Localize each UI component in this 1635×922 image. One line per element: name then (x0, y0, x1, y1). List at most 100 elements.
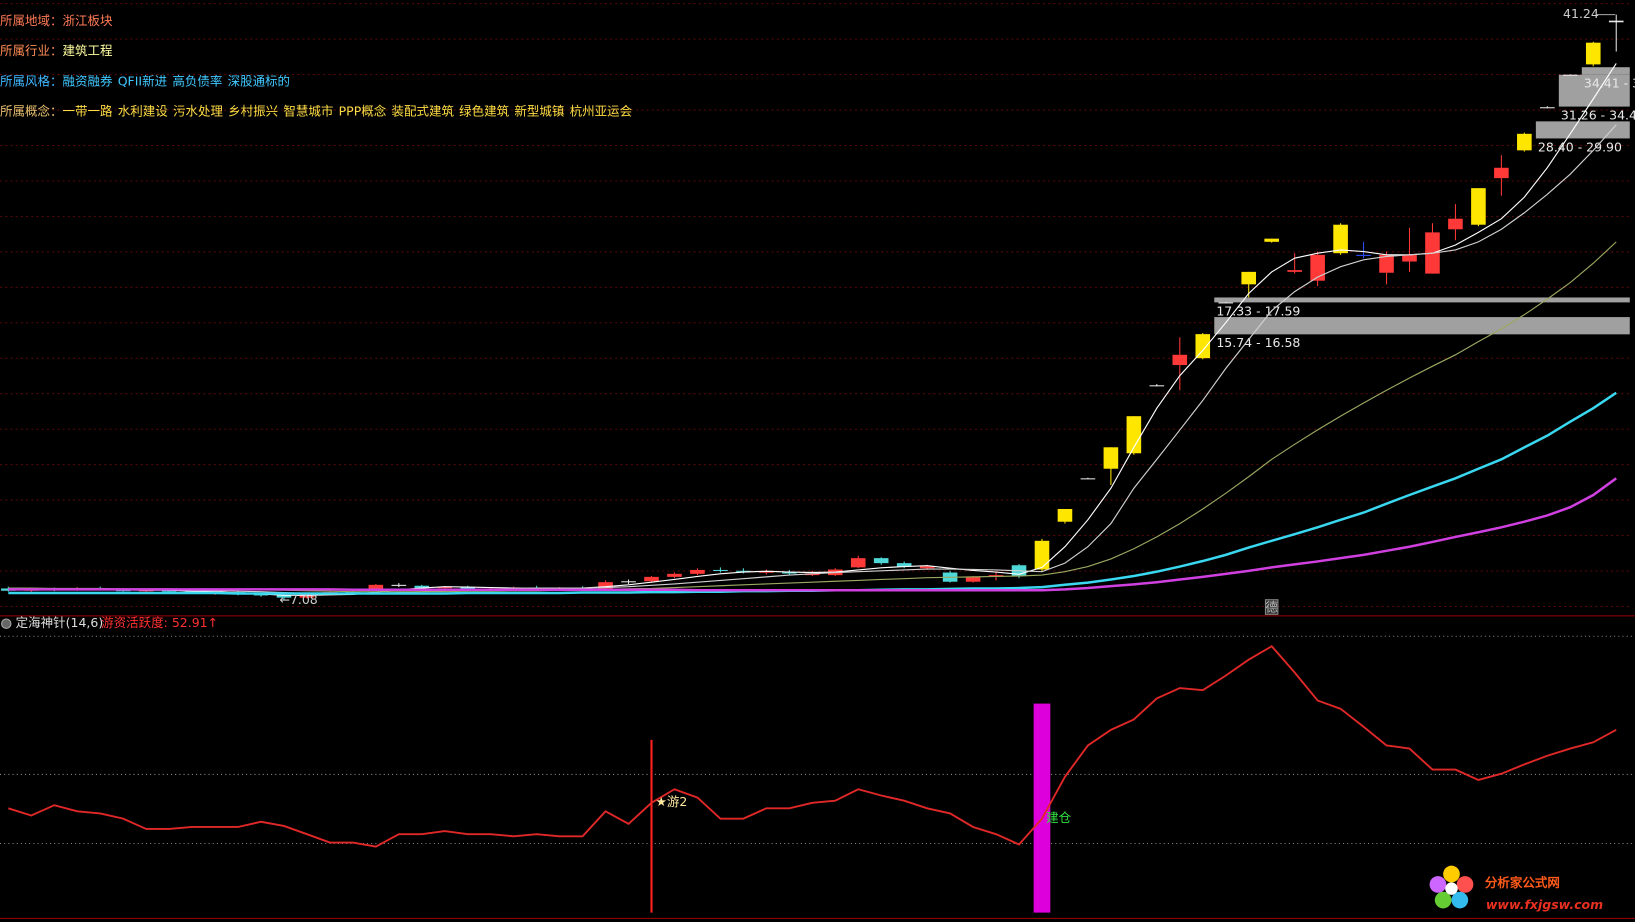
info-item: QFII新进 (118, 73, 168, 88)
candle-body (460, 587, 476, 590)
info-label: 所属地域： (0, 12, 63, 27)
candle-body (1310, 254, 1325, 281)
candle-body (850, 558, 866, 568)
candle-body (1517, 133, 1532, 151)
signal-bar (1033, 703, 1051, 913)
candle-body (1608, 20, 1624, 23)
candle-body (1402, 254, 1417, 262)
indicator-title: 定海神针(14,6) (16, 615, 104, 630)
gap-zone (1581, 67, 1630, 75)
candle-body (276, 595, 292, 598)
candle-body (1356, 254, 1371, 256)
signal-label: 建仓 (1046, 810, 1071, 825)
info-item: 杭州亚运会 (570, 103, 633, 118)
candle-body (414, 585, 430, 589)
candle-body (598, 582, 613, 589)
candle-body (368, 584, 384, 591)
price-panel: 15.74 - 16.58 17.33 - 17.59 28.40 - 29.90 3… (0, 0, 1635, 615)
info-item: 深股通标的 (228, 73, 291, 88)
candle-body (1195, 334, 1211, 359)
candle-body (437, 587, 453, 589)
indicator-panel: ★游2 建仓 (0, 635, 1635, 913)
watermark-url: www.fxjgsw.com (1486, 897, 1603, 912)
candle-body (1034, 540, 1050, 570)
gap-label: 31.26 - 34.41 (1561, 107, 1635, 122)
indicator-icon[interactable] (1, 618, 12, 629)
info-item: 污水处理 (173, 103, 223, 118)
gap-zone (1214, 317, 1630, 335)
candle-body (1172, 354, 1188, 366)
info-line: 所属风格：融资融券 QFII新进 高负债率 深股通标的 (0, 73, 290, 88)
gap-label: 17.33 - 17.59 (1216, 303, 1300, 318)
candle-body (644, 576, 659, 582)
candle-body (621, 581, 636, 583)
candle-body (1471, 188, 1486, 225)
candle-body (1562, 74, 1578, 76)
indicator-line (8, 645, 1617, 848)
indicator-value: 游资活跃度: 52.91↑ (101, 615, 218, 630)
info-label: 所属风格： (0, 73, 63, 88)
info-item: 一带一路 (63, 103, 113, 118)
candle-body (1448, 218, 1463, 230)
candle-body (1080, 478, 1096, 480)
candle-body (161, 590, 177, 592)
info-label: 所属概念： (0, 103, 63, 118)
info-item: 智慧城市 (283, 103, 333, 118)
watermark-title: 分析家公式网 (1485, 875, 1560, 890)
candle-body (1218, 302, 1234, 304)
max-price-label: 41.24 (1563, 6, 1599, 21)
candle-body (1494, 167, 1509, 179)
info-item: 水利建设 (118, 103, 168, 118)
candle-body (1264, 238, 1279, 242)
candle-body (736, 570, 751, 572)
info-item: 装配式建筑 (391, 103, 454, 118)
candle-body (1540, 107, 1555, 109)
candle-body (1379, 254, 1394, 273)
info-line: 所属地域：浙江板块 (0, 12, 113, 27)
watermark-logo (1429, 865, 1474, 909)
candle-body (1126, 416, 1142, 454)
gap-zone (1214, 297, 1630, 303)
candle-body (782, 572, 797, 574)
candle-body (759, 571, 774, 573)
info-item: 高负债率 (172, 73, 222, 88)
annotation: 德 (1265, 600, 1278, 615)
candle-body (1057, 508, 1073, 522)
gap-zone (1558, 74, 1630, 107)
info-line: 所属概念：一带一路 水利建设 污水处理 乡村振兴 智慧城市 PPP概念 装配式建筑 绿色建筑新… (0, 103, 633, 118)
gap-label: 28.40 - 29.90 (1538, 139, 1622, 154)
candle-body (1103, 447, 1119, 469)
info-label: 所属行业： (0, 43, 63, 58)
candle-body (919, 566, 935, 569)
info-line: 所属行业：建筑工程 (0, 43, 113, 58)
gap-zone (1535, 121, 1630, 139)
candle-body (667, 573, 682, 577)
info-item: 新型城镇 (514, 103, 564, 118)
candle-body (1149, 385, 1165, 387)
moving-average (8, 63, 1617, 596)
moving-average (8, 477, 1617, 592)
min-price-label: ←7.08 (279, 592, 317, 607)
info-item: PPP概念 (339, 103, 387, 118)
candle-body (690, 569, 705, 574)
candle-body (1585, 42, 1601, 65)
candle-body (873, 558, 889, 564)
signal-label: ★游2 (656, 794, 688, 809)
candle-body (896, 563, 912, 567)
info-item: 建筑工程 (63, 43, 113, 58)
gap-label: 34.41 - 3 (1584, 76, 1635, 91)
candle-body (713, 569, 728, 571)
candle-body (965, 576, 981, 582)
info-item: 绿色建筑 (459, 103, 509, 118)
annotation-box (1264, 599, 1279, 615)
grid (0, 0, 1630, 614)
info-item: 浙江板块 (63, 12, 113, 27)
candle-body (1241, 271, 1257, 285)
info-item: 乡村振兴 (228, 103, 278, 118)
candle-body (1287, 270, 1302, 272)
info-item: 融资融券 (63, 73, 113, 88)
candle-body (253, 594, 269, 596)
